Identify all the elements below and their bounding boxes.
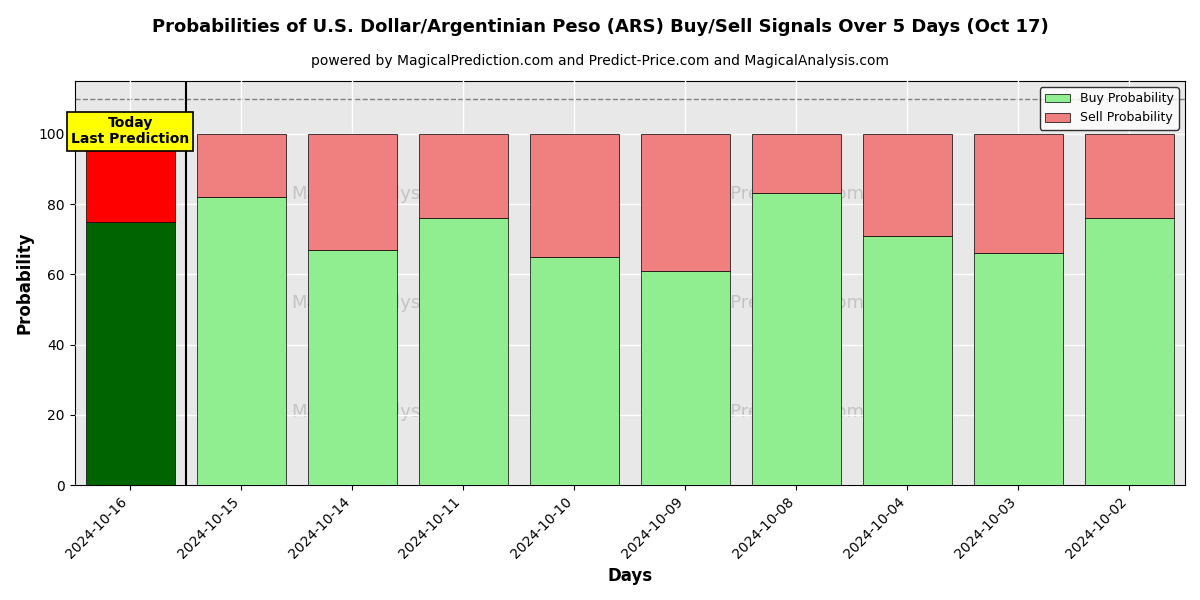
Text: Today
Last Prediction: Today Last Prediction [71,116,190,146]
Y-axis label: Probability: Probability [16,232,34,334]
Bar [197,134,286,197]
Bar [85,221,174,485]
Bar [85,134,174,221]
Bar [530,257,619,485]
Text: Probabilities of U.S. Dollar/Argentinian Peso (ARS) Buy/Sell Signals Over 5 Days: Probabilities of U.S. Dollar/Argentinian… [151,18,1049,36]
Bar [863,134,952,236]
Bar [308,134,397,250]
Text: MagicalPrediction.com: MagicalPrediction.com [661,403,864,421]
X-axis label: Days: Days [607,567,653,585]
Bar [419,134,508,218]
Bar [863,236,952,485]
Bar [308,250,397,485]
Text: MagicalPrediction.com: MagicalPrediction.com [661,185,864,203]
Bar [974,134,1063,253]
Bar [1085,134,1174,218]
Text: powered by MagicalPrediction.com and Predict-Price.com and MagicalAnalysis.com: powered by MagicalPrediction.com and Pre… [311,54,889,68]
Bar [974,253,1063,485]
Bar [752,193,841,485]
Text: MagicalPrediction.com: MagicalPrediction.com [661,294,864,312]
Bar [530,134,619,257]
Bar [1085,218,1174,485]
Legend: Buy Probability, Sell Probability: Buy Probability, Sell Probability [1040,87,1178,130]
Text: MagicalAnalysis.com: MagicalAnalysis.com [292,185,480,203]
Bar [641,134,730,271]
Bar [419,218,508,485]
Bar [197,197,286,485]
Bar [641,271,730,485]
Text: MagicalAnalysis.com: MagicalAnalysis.com [292,403,480,421]
Text: MagicalAnalysis.com: MagicalAnalysis.com [292,294,480,312]
Bar [752,134,841,193]
